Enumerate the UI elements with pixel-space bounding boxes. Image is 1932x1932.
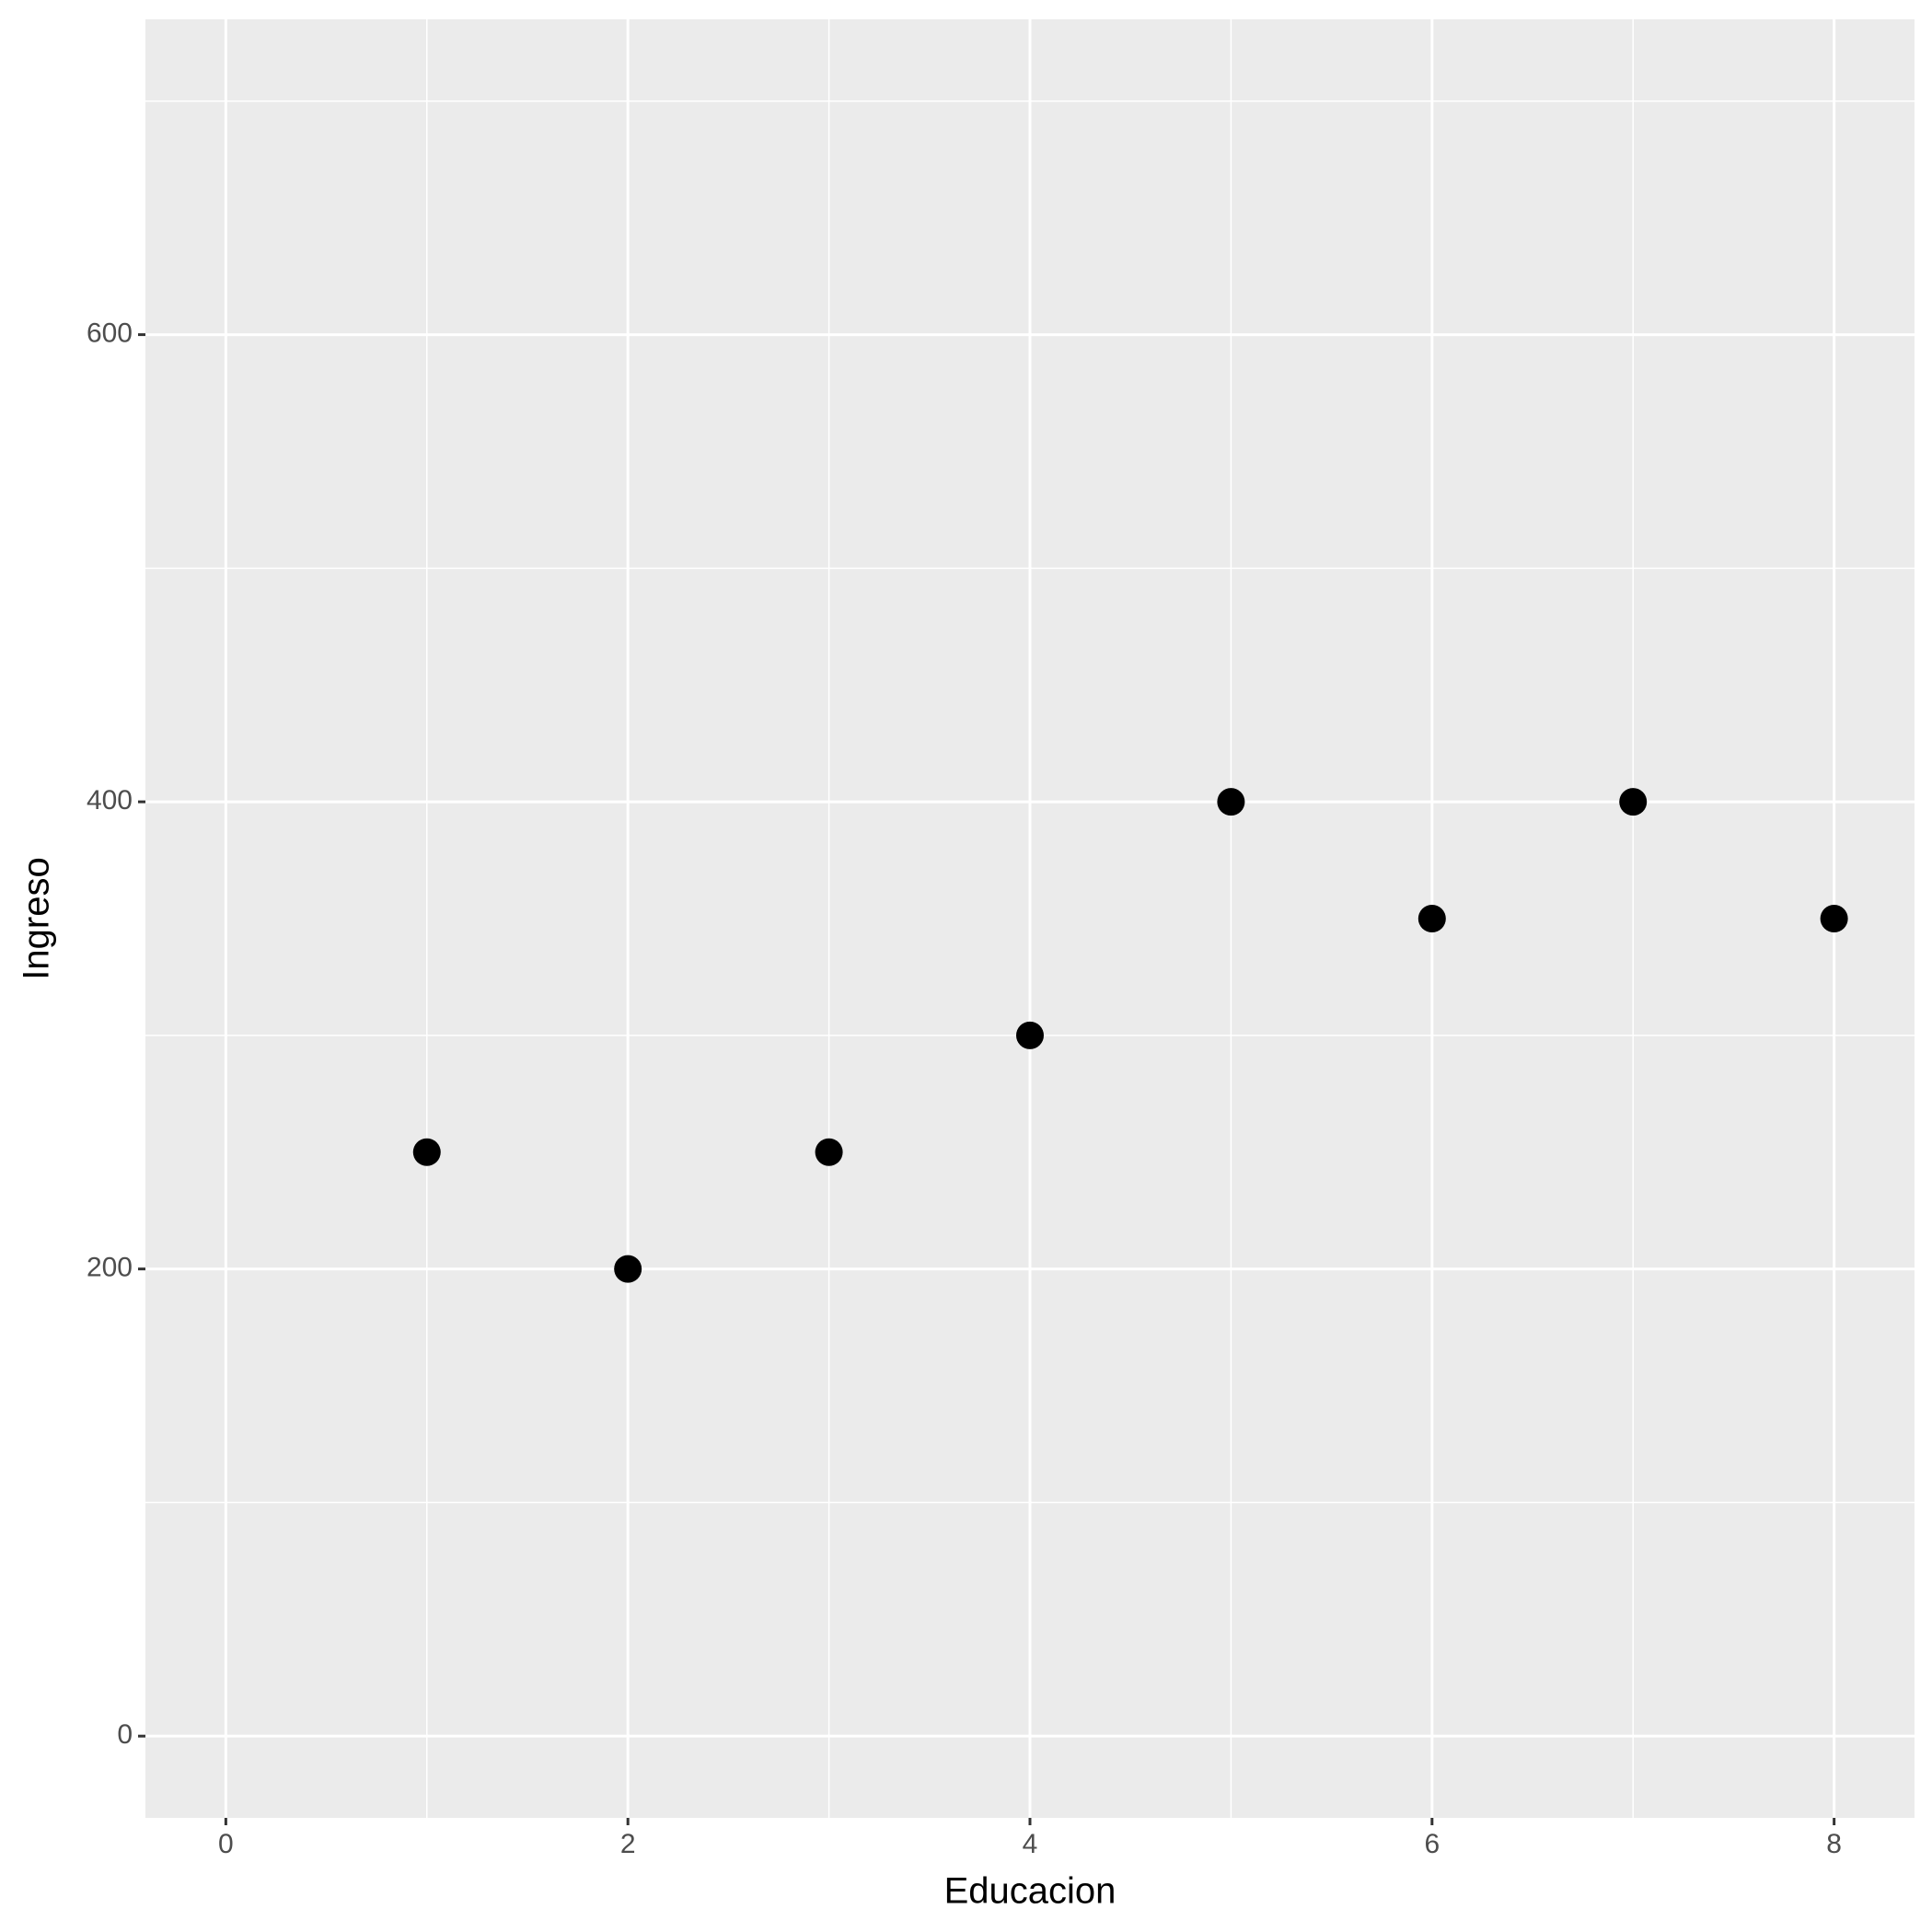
x-tick-label: 2 bbox=[620, 1829, 636, 1859]
point bbox=[1619, 788, 1648, 816]
x-axis-title: Educacion bbox=[944, 1871, 1116, 1912]
point bbox=[1016, 1021, 1044, 1049]
point bbox=[815, 1138, 843, 1166]
x-tick-label: 4 bbox=[1023, 1829, 1038, 1859]
point bbox=[1820, 905, 1848, 932]
y-tick-label: 0 bbox=[117, 1719, 133, 1750]
y-tick-label: 200 bbox=[87, 1253, 133, 1283]
x-tick-label: 6 bbox=[1424, 1829, 1440, 1859]
y-tick-label: 600 bbox=[87, 318, 133, 349]
point bbox=[412, 1138, 441, 1166]
x-tick-label: 8 bbox=[1826, 1829, 1842, 1859]
x-tick-label: 0 bbox=[218, 1829, 234, 1859]
point bbox=[1417, 905, 1446, 932]
point bbox=[1217, 788, 1245, 816]
point bbox=[614, 1255, 642, 1283]
y-axis-title: Ingreso bbox=[17, 857, 57, 979]
y-tick-label: 400 bbox=[87, 785, 133, 816]
